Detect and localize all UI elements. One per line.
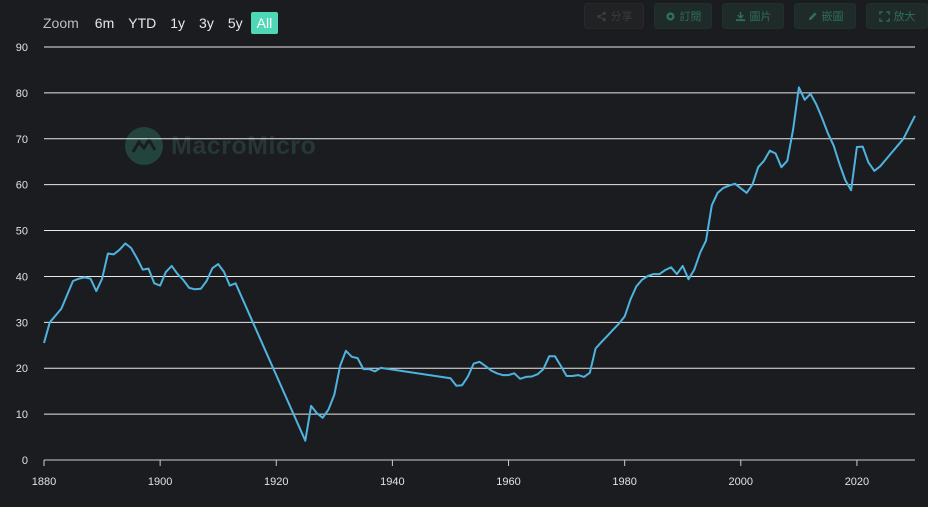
subscribe-button[interactable]: 訂閱	[654, 3, 712, 29]
y-tick-label: 0	[22, 455, 28, 467]
y-tick-label: 30	[16, 317, 28, 329]
zoom-1y-button[interactable]: 1y	[170, 15, 186, 31]
x-axis-tick-labels: 1880 1900 1920 1940 1960 1980 2000 2020	[32, 460, 869, 488]
y-tick-label: 10	[16, 409, 28, 421]
expand-icon	[878, 10, 890, 22]
x-tick-label: 1920	[264, 476, 288, 488]
y-tick-label: 40	[16, 271, 28, 283]
y-tick-label: 70	[16, 134, 28, 146]
zoom-all-button[interactable]: All	[250, 12, 279, 34]
share-icon	[596, 11, 606, 21]
watermark-text: MacroMicro	[171, 131, 317, 160]
x-tick-label: 1940	[380, 476, 404, 488]
embed-label: 嵌圖	[821, 11, 844, 23]
toolbar: 分享 訂閱 圖片 嵌圖 放大	[584, 3, 928, 29]
x-tick-label: 2000	[729, 476, 753, 488]
x-tick-label: 1980	[612, 476, 636, 488]
zoom-bar: Zoom 6m YTD 1y 3y 5y All	[43, 12, 280, 34]
enlarge-label: 放大	[893, 11, 916, 23]
x-tick-label: 2020	[845, 476, 869, 488]
y-tick-label: 60	[16, 180, 28, 192]
gear-icon	[665, 11, 675, 21]
zoom-5y-button[interactable]: 5y	[227, 15, 243, 31]
embed-button[interactable]: 嵌圖	[794, 3, 856, 29]
image-button[interactable]: 圖片	[722, 3, 784, 29]
y-tick-label: 80	[16, 88, 28, 100]
x-tick-label: 1960	[496, 476, 520, 488]
share-label: 分享	[610, 11, 633, 23]
image-label: 圖片	[749, 11, 772, 23]
y-tick-label: 50	[16, 226, 28, 238]
pencil-icon	[808, 11, 817, 20]
x-tick-label: 1900	[148, 476, 172, 488]
download-icon	[735, 11, 745, 21]
y-tick-label: 90	[16, 42, 28, 54]
macromicro-logo-icon	[125, 127, 163, 165]
zoom-label: Zoom	[43, 15, 79, 31]
subscribe-label: 訂閱	[679, 11, 702, 23]
zoom-3y-button[interactable]: 3y	[199, 15, 214, 31]
zoom-ytd-button[interactable]: YTD	[128, 15, 157, 31]
zoom-6m-button[interactable]: 6m	[94, 15, 115, 31]
y-axis-tick-labels: 0 10 20 30 40 50 60 70 80 90	[16, 42, 28, 467]
y-tick-label: 20	[16, 363, 28, 375]
watermark: MacroMicro	[125, 127, 316, 165]
share-button[interactable]: 分享	[584, 3, 644, 29]
enlarge-button[interactable]: 放大	[866, 3, 928, 29]
series-line	[43, 86, 916, 442]
x-tick-label: 1880	[32, 476, 56, 488]
grid-lines	[44, 46, 915, 415]
